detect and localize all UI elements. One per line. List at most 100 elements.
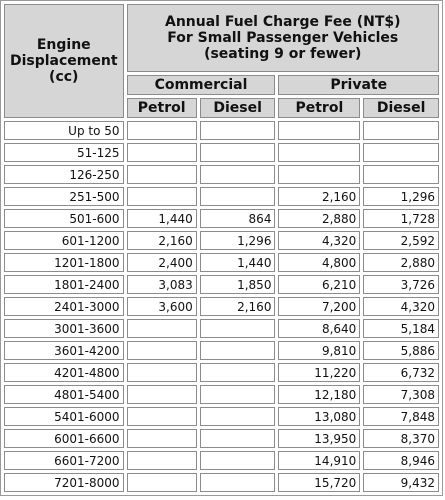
fee-cell: 1,850 (199, 275, 276, 294)
fee-cell (126, 385, 197, 404)
fee-cell (199, 165, 276, 184)
subheader-commercial-petrol: Petrol (126, 98, 197, 118)
subheader-private-diesel: Diesel (363, 98, 439, 118)
row-header-line: Displacement (9, 53, 118, 69)
fee-cell: 1,296 (199, 231, 276, 250)
table-row: 5401-6000 13,080 7,848 (4, 407, 439, 426)
fee-cell: 4,320 (278, 231, 361, 250)
fee-cell (199, 451, 276, 470)
fee-cell: 15,720 (278, 473, 361, 492)
table-row: 51-125 (4, 143, 439, 162)
table-row: 6601-7200 14,910 8,946 (4, 451, 439, 470)
displacement-range-cell: 3001-3600 (4, 319, 124, 338)
fee-cell: 3,083 (126, 275, 197, 294)
subheader-private-petrol: Petrol (278, 98, 361, 118)
fee-cell (363, 143, 439, 162)
fee-cell (126, 407, 197, 426)
fee-cell: 8,946 (363, 451, 439, 470)
fee-cell: 9,810 (278, 341, 361, 360)
fee-cell (278, 121, 361, 140)
fee-cell: 2,592 (363, 231, 439, 250)
fee-cell: 1,440 (199, 253, 276, 272)
fee-cell: 7,200 (278, 297, 361, 316)
fee-cell (126, 187, 197, 206)
fee-cell (126, 429, 197, 448)
fee-cell (126, 341, 197, 360)
displacement-range-cell: 7201-8000 (4, 473, 124, 492)
displacement-range-cell: 5401-6000 (4, 407, 124, 426)
table-row: 601-1200 2,160 1,296 4,320 2,592 (4, 231, 439, 250)
fee-cell: 864 (199, 209, 276, 228)
fee-cell (126, 143, 197, 162)
fee-cell (126, 319, 197, 338)
fee-cell: 8,640 (278, 319, 361, 338)
fee-cell (199, 187, 276, 206)
fee-cell: 8,370 (363, 429, 439, 448)
fee-cell (126, 451, 197, 470)
fee-cell (199, 363, 276, 382)
fee-cell (199, 341, 276, 360)
fee-cell: 6,210 (278, 275, 361, 294)
table-row: Up to 50 (4, 121, 439, 140)
fee-cell (126, 363, 197, 382)
displacement-range-cell: Up to 50 (4, 121, 124, 140)
subheader-commercial-diesel: Diesel (199, 98, 276, 118)
table-row: 1201-1800 2,400 1,440 4,800 2,880 (4, 253, 439, 272)
fee-cell: 2,880 (278, 209, 361, 228)
fee-cell: 5,184 (363, 319, 439, 338)
table-row: 3601-4200 9,810 5,886 (4, 341, 439, 360)
fee-cell: 2,160 (278, 187, 361, 206)
fee-cell: 13,950 (278, 429, 361, 448)
table-row: 501-600 1,440 864 2,880 1,728 (4, 209, 439, 228)
table-row: 7201-8000 15,720 9,432 (4, 473, 439, 492)
fee-cell: 3,600 (126, 297, 197, 316)
displacement-range-cell: 3601-4200 (4, 341, 124, 360)
table-title: Annual Fuel Charge Fee (NT$) For Small P… (126, 4, 439, 72)
displacement-range-cell: 6001-6600 (4, 429, 124, 448)
fee-cell: 14,910 (278, 451, 361, 470)
fee-cell (363, 121, 439, 140)
fee-cell: 4,800 (278, 253, 361, 272)
fee-cell (363, 165, 439, 184)
fee-cell: 1,728 (363, 209, 439, 228)
fee-cell: 12,180 (278, 385, 361, 404)
fee-cell: 2,160 (126, 231, 197, 250)
fee-cell (199, 429, 276, 448)
title-line: Annual Fuel Charge Fee (NT$) (165, 14, 401, 30)
group-header-commercial: Commercial (126, 75, 276, 95)
table-row: 3001-3600 8,640 5,184 (4, 319, 439, 338)
displacement-range-cell: 4201-4800 (4, 363, 124, 382)
fee-cell: 1,440 (126, 209, 197, 228)
table-row: 2401-3000 3,600 2,160 7,200 4,320 (4, 297, 439, 316)
fee-cell (278, 143, 361, 162)
group-header-private: Private (278, 75, 439, 95)
fee-cell: 2,160 (199, 297, 276, 316)
displacement-range-cell: 6601-7200 (4, 451, 124, 470)
fee-cell: 11,220 (278, 363, 361, 382)
fee-cell: 5,886 (363, 341, 439, 360)
fee-cell (199, 319, 276, 338)
table-row: 251-500 2,160 1,296 (4, 187, 439, 206)
fee-cell: 3,726 (363, 275, 439, 294)
table-row: 6001-6600 13,950 8,370 (4, 429, 439, 448)
displacement-range-cell: 1201-1800 (4, 253, 124, 272)
fee-cell: 6,732 (363, 363, 439, 382)
fee-cell: 9,432 (363, 473, 439, 492)
title-line: For Small Passenger Vehicles (167, 30, 399, 46)
fee-cell: 4,320 (363, 297, 439, 316)
fee-cell: 13,080 (278, 407, 361, 426)
table-row: 4201-4800 11,220 6,732 (4, 363, 439, 382)
fee-cell (126, 121, 197, 140)
displacement-range-cell: 2401-3000 (4, 297, 124, 316)
displacement-range-cell: 1801-2400 (4, 275, 124, 294)
fee-cell (199, 143, 276, 162)
fee-cell: 7,308 (363, 385, 439, 404)
displacement-range-cell: 501-600 (4, 209, 124, 228)
displacement-range-cell: 126-250 (4, 165, 124, 184)
fee-cell: 1,296 (363, 187, 439, 206)
engine-displacement-header: Engine Displacement (cc) (4, 4, 124, 118)
displacement-range-cell: 601-1200 (4, 231, 124, 250)
displacement-range-cell: 251-500 (4, 187, 124, 206)
title-line: (seating 9 or fewer) (204, 46, 362, 62)
